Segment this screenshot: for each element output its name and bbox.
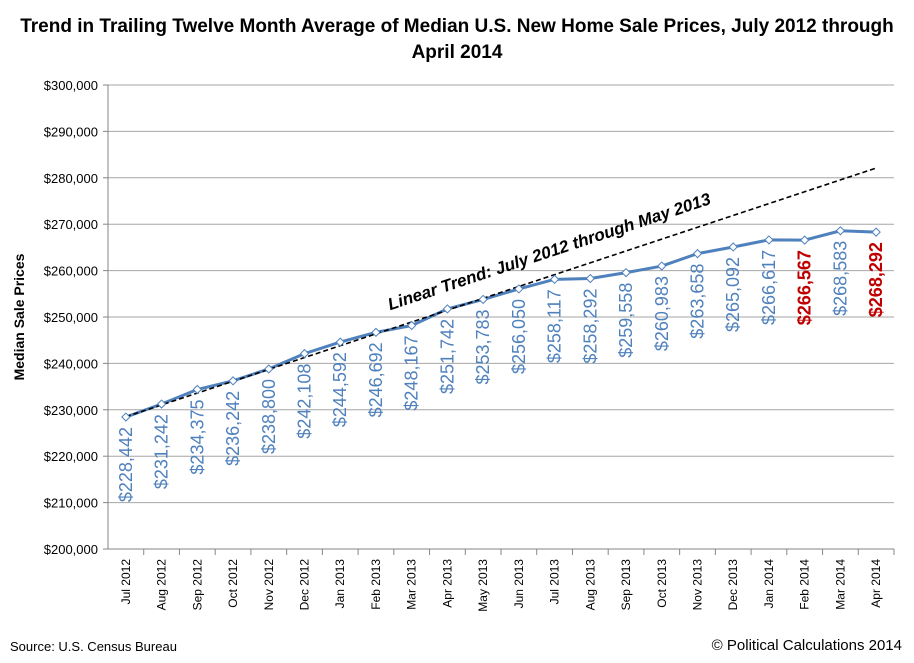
data-point <box>514 284 524 294</box>
x-tick-label: Aug 2013 <box>583 559 597 611</box>
data-label: $242,108 <box>295 364 315 439</box>
data-label: $253,783 <box>473 309 493 384</box>
y-tick-label: $210,000 <box>44 496 98 511</box>
x-tick-label: Oct 2013 <box>655 559 669 608</box>
data-point <box>657 261 667 271</box>
data-label: $228,442 <box>116 427 136 502</box>
data-label: $248,167 <box>402 336 422 411</box>
data-point <box>799 235 810 245</box>
data-point <box>442 304 453 314</box>
x-tick-label: Feb 2013 <box>369 559 383 610</box>
data-point <box>121 412 131 422</box>
data-point <box>371 327 381 338</box>
data-label: $258,117 <box>545 289 565 363</box>
y-tick-label: $290,000 <box>44 124 98 139</box>
data-label: $238,800 <box>259 379 279 454</box>
x-tick-label: Nov 2012 <box>262 559 276 611</box>
y-tick-label: $240,000 <box>44 356 98 371</box>
data-point <box>478 294 488 305</box>
x-tick-label: Jan 2013 <box>333 559 347 609</box>
trend-line <box>125 167 877 418</box>
x-tick-label: Jun 2013 <box>512 559 526 609</box>
x-tick-label: May 2013 <box>476 559 490 612</box>
data-point <box>299 348 310 359</box>
copyright: © Political Calculations 2014 <box>711 637 902 654</box>
data-label: $258,292 <box>580 289 600 364</box>
data-label: $244,592 <box>330 352 350 427</box>
y-axis-label: Median Sale Prices <box>11 253 27 380</box>
data-point <box>871 227 881 237</box>
data-label: $268,292 <box>866 242 886 317</box>
data-label: $259,558 <box>616 283 636 358</box>
y-tick-label: $300,000 <box>44 78 98 93</box>
x-tick-label: Apr 2013 <box>440 559 454 608</box>
data-label: $265,092 <box>723 257 743 332</box>
data-label: $256,050 <box>509 299 529 374</box>
data-point <box>335 337 345 347</box>
data-point <box>228 376 238 386</box>
data-label: $266,567 <box>795 250 815 325</box>
data-point <box>585 273 596 284</box>
y-tick-label: $280,000 <box>44 171 98 186</box>
y-tick-label: $220,000 <box>44 449 98 464</box>
data-point <box>406 320 417 331</box>
x-tick-label: Dec 2012 <box>298 559 312 611</box>
data-point <box>728 242 738 252</box>
x-tick-label: Mar 2014 <box>833 559 847 610</box>
x-tick-label: Sep 2012 <box>190 559 204 611</box>
data-point <box>549 274 560 285</box>
x-tick-label: Jan 2014 <box>762 559 776 609</box>
data-point <box>621 267 631 278</box>
y-tick-label: $250,000 <box>44 310 98 325</box>
x-tick-label: Apr 2014 <box>869 559 883 608</box>
chart-title: Trend in Trailing Twelve Month Average o… <box>20 16 894 63</box>
data-point <box>835 226 846 236</box>
x-tick-label: Jul 2012 <box>119 559 133 605</box>
data-point <box>692 248 703 259</box>
y-tick-label: $200,000 <box>44 542 98 557</box>
source-note: Source: U.S. Census Bureau <box>10 639 177 654</box>
y-tick-label: $230,000 <box>44 403 98 418</box>
y-tick-label: $270,000 <box>44 217 98 232</box>
data-label: $266,617 <box>759 250 779 325</box>
data-label: $263,658 <box>688 264 708 339</box>
data-label: $246,692 <box>366 342 386 417</box>
x-tick-label: Dec 2013 <box>726 559 740 611</box>
x-tick-label: Aug 2012 <box>155 559 169 611</box>
x-tick-label: Sep 2013 <box>619 559 633 611</box>
x-tick-label: Jul 2013 <box>548 559 562 605</box>
data-point <box>192 384 203 395</box>
data-label: $234,375 <box>187 400 207 475</box>
y-tick-label: $260,000 <box>44 264 98 279</box>
data-label: $236,242 <box>223 391 243 466</box>
data-point <box>264 364 274 374</box>
x-tick-label: Feb 2014 <box>798 559 812 610</box>
data-label: $268,583 <box>830 241 850 316</box>
data-label: $260,983 <box>652 276 672 351</box>
data-label: $251,742 <box>437 319 457 394</box>
x-tick-label: Oct 2012 <box>226 559 240 608</box>
data-point <box>156 399 167 409</box>
data-label: $231,242 <box>152 414 172 489</box>
data-point <box>764 235 774 245</box>
x-tick-label: Nov 2013 <box>691 559 705 611</box>
x-tick-label: Mar 2013 <box>405 559 419 610</box>
